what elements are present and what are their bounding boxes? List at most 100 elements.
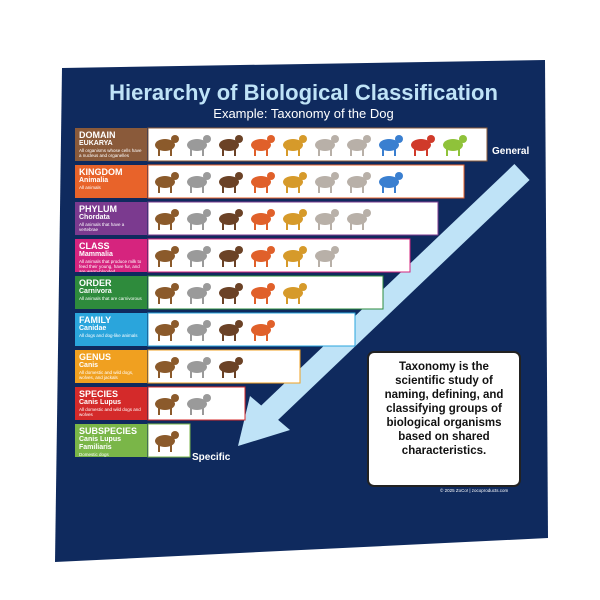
animal-head xyxy=(299,283,307,291)
animal-icon xyxy=(283,176,303,188)
rank-title: DOMAIN xyxy=(79,130,116,140)
animal-head xyxy=(363,135,371,143)
rank-description: All animals that are carnivorous xyxy=(79,296,142,301)
animal-head xyxy=(267,172,275,180)
animal-icon xyxy=(347,176,367,188)
animal-head xyxy=(171,431,179,439)
rank-description: All organisms whose cells have a nucleus… xyxy=(79,148,142,158)
rank-name: Canidae xyxy=(79,325,107,332)
animal-icon xyxy=(155,250,175,262)
animal-head xyxy=(395,135,403,143)
animal-icon xyxy=(187,361,207,373)
animal-head xyxy=(235,357,243,365)
rank-description: All animals xyxy=(79,185,101,190)
animal-head xyxy=(395,172,403,180)
animal-head xyxy=(203,209,211,217)
animal-icon xyxy=(155,139,175,151)
rank-description: All dogs and dog-like animals xyxy=(79,333,138,338)
animal-head xyxy=(203,172,211,180)
rank-description: All animals that have a vertebrae xyxy=(79,222,125,232)
animal-icon xyxy=(219,324,239,336)
rank-title: ORDER xyxy=(79,278,112,288)
animal-head xyxy=(235,320,243,328)
specific-label: Specific xyxy=(192,452,231,463)
rank-name: Chordata xyxy=(79,214,110,221)
animal-icon xyxy=(315,176,335,188)
animal-head xyxy=(267,135,275,143)
subtitle: Example: Taxonomy of the Dog xyxy=(213,106,394,121)
animal-head xyxy=(267,246,275,254)
rank-title: KINGDOM xyxy=(79,167,123,177)
animal-head xyxy=(235,135,243,143)
animal-head xyxy=(459,135,467,143)
animal-head xyxy=(331,135,339,143)
animal-head xyxy=(235,283,243,291)
animal-head xyxy=(267,320,275,328)
rank-name: Animalia xyxy=(79,177,109,184)
animal-icon xyxy=(187,139,207,151)
animal-icon xyxy=(219,361,239,373)
rank-label: KINGDOM Animalia All animals xyxy=(75,165,147,198)
animal-icon xyxy=(315,213,335,225)
animal-head xyxy=(171,246,179,254)
animal-icon xyxy=(155,361,175,373)
animal-head xyxy=(203,283,211,291)
animal-icon xyxy=(411,139,431,151)
animal-icon xyxy=(187,324,207,336)
rank-label: DOMAIN EUKARYA All organisms whose cells h… xyxy=(75,128,147,161)
animal-head xyxy=(331,246,339,254)
animal-icon xyxy=(187,287,207,299)
rank-description: All animals that produce milk to feed th… xyxy=(79,259,142,272)
animal-icon xyxy=(443,139,463,151)
rank-name: Carnivora xyxy=(79,288,112,295)
animal-icon xyxy=(379,176,399,188)
rank-name: Canis xyxy=(79,362,99,369)
rank-label: GENUS Canis All domestic and wild dogs, wo… xyxy=(75,350,147,383)
animal-head xyxy=(299,135,307,143)
rank-label: CLASS Mammalia All animals that produce mi… xyxy=(75,239,147,272)
general-label: General xyxy=(492,146,530,157)
animal-icon xyxy=(283,287,303,299)
animal-icon xyxy=(155,176,175,188)
animal-head xyxy=(299,209,307,217)
rank-description: Domestic dogs xyxy=(79,452,109,457)
animal-icon xyxy=(219,250,239,262)
arrow-shaft xyxy=(254,164,530,428)
animal-icon xyxy=(379,139,399,151)
rank-label: PHYLUM Chordata All animals that have a ve… xyxy=(75,202,147,235)
rank-title: PHYLUM xyxy=(79,204,117,214)
animal-head xyxy=(363,209,371,217)
animal-head xyxy=(235,172,243,180)
animal-icon xyxy=(155,435,175,447)
animal-icon xyxy=(251,139,271,151)
animal-head xyxy=(267,209,275,217)
animal-icon xyxy=(219,176,239,188)
rank-label: SUBSPECIES Canis Lupus Familiaris Domestic… xyxy=(75,424,147,457)
rank-title: FAMILY xyxy=(79,315,112,325)
animal-icon xyxy=(155,324,175,336)
animal-head xyxy=(203,320,211,328)
animal-icon xyxy=(251,324,271,336)
animal-icon xyxy=(283,250,303,262)
animal-head xyxy=(171,357,179,365)
animal-icon xyxy=(347,139,367,151)
rank-title: GENUS xyxy=(79,352,112,362)
animal-head xyxy=(427,135,435,143)
animal-head xyxy=(171,135,179,143)
rank-title: SPECIES xyxy=(79,389,119,399)
animal-head xyxy=(267,283,275,291)
animal-head xyxy=(171,172,179,180)
animal-head xyxy=(235,209,243,217)
animal-icon xyxy=(155,287,175,299)
rank-label: ORDER Carnivora All animals that are carni… xyxy=(75,276,147,309)
rank-label: FAMILY Canidae All dogs and dog-like anima… xyxy=(75,313,147,346)
animal-icon xyxy=(251,176,271,188)
rank-title: SUBSPECIES xyxy=(79,426,138,436)
animal-head xyxy=(171,320,179,328)
animal-head xyxy=(203,357,211,365)
note-box xyxy=(367,351,521,487)
animal-icon xyxy=(251,213,271,225)
animal-head xyxy=(299,172,307,180)
